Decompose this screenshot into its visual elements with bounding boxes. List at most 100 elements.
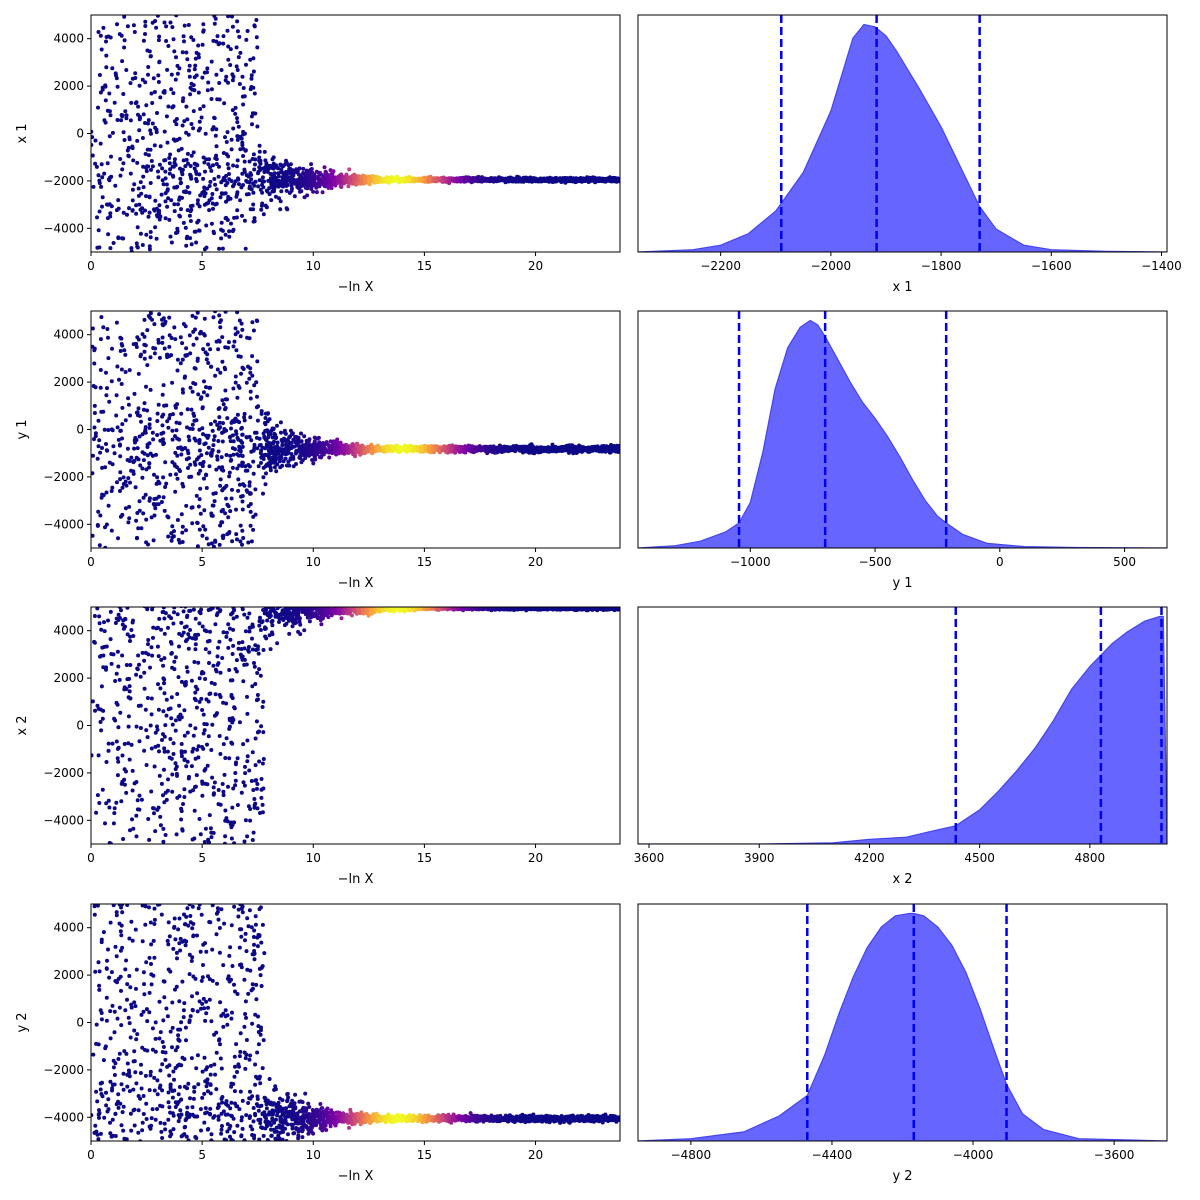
sample-point — [121, 475, 126, 480]
sample-point — [213, 202, 218, 207]
sample-point — [324, 182, 329, 187]
sample-point — [125, 212, 129, 217]
sample-point — [245, 29, 250, 33]
sample-point — [191, 342, 196, 347]
sample-point — [155, 411, 160, 416]
sample-point — [173, 337, 178, 342]
sample-point — [180, 387, 185, 392]
sample-point — [210, 127, 215, 132]
sample-point — [150, 317, 154, 322]
sample-point — [271, 166, 276, 171]
sample-point — [122, 38, 127, 43]
sample-point — [127, 135, 132, 140]
sample-point — [103, 120, 108, 125]
sample-point — [120, 436, 124, 441]
sample-point — [183, 225, 188, 230]
sample-point — [220, 520, 225, 525]
sample-point — [96, 418, 101, 423]
sample-point — [190, 203, 195, 208]
sample-point — [105, 327, 110, 331]
sample-point — [105, 386, 109, 391]
sample-point — [196, 55, 201, 60]
sample-point — [167, 171, 172, 176]
sample-point — [101, 493, 106, 498]
sample-point — [310, 458, 315, 462]
sample-point — [280, 439, 285, 444]
sample-point — [100, 465, 105, 470]
sample-point — [183, 324, 188, 329]
sample-point — [246, 540, 251, 545]
sample-point — [220, 359, 225, 364]
sample-point — [284, 176, 289, 181]
sample-point — [258, 187, 263, 192]
sample-point — [195, 544, 200, 548]
sample-point — [211, 163, 215, 168]
sample-point — [168, 20, 173, 25]
sample-point — [186, 23, 191, 27]
sample-point — [225, 28, 230, 33]
sample-point — [163, 216, 168, 221]
sample-point — [168, 472, 173, 477]
sample-point — [133, 485, 138, 490]
sample-point — [545, 179, 550, 184]
sample-point — [175, 230, 180, 235]
sample-point — [109, 489, 114, 493]
sample-point — [339, 448, 344, 453]
sample-point — [209, 513, 214, 518]
sample-point — [217, 415, 222, 420]
sample-point — [104, 65, 109, 70]
sample-point — [238, 523, 243, 528]
sample-point — [312, 455, 317, 460]
sample-point — [228, 509, 233, 514]
sample-point — [218, 477, 223, 482]
sample-point — [367, 179, 372, 184]
sample-point — [331, 175, 335, 180]
sample-point — [134, 455, 139, 460]
sample-point — [247, 480, 252, 485]
sample-point — [188, 164, 193, 168]
sample-point — [152, 497, 157, 501]
sample-point — [221, 402, 226, 407]
sample-point — [114, 413, 119, 418]
sample-point — [228, 453, 233, 458]
sample-point — [165, 140, 170, 145]
sample-point — [238, 539, 243, 544]
sample-point — [274, 181, 279, 186]
sample-point — [91, 384, 96, 388]
sample-point — [181, 220, 186, 225]
sample-point — [167, 344, 172, 349]
sample-point — [165, 187, 170, 192]
sample-point — [143, 24, 148, 28]
sample-point — [166, 425, 171, 430]
sample-point — [315, 436, 319, 441]
sample-point — [243, 148, 248, 153]
sample-point — [240, 528, 245, 533]
sample-point — [251, 56, 256, 61]
sample-point — [201, 104, 206, 109]
sample-point — [532, 179, 537, 183]
sample-point — [248, 370, 253, 375]
sample-point — [131, 23, 136, 28]
sample-point — [153, 225, 158, 230]
sample-point — [166, 44, 171, 48]
sample-point — [307, 453, 311, 458]
sample-point — [284, 183, 289, 188]
sample-point — [179, 169, 184, 174]
sample-point — [248, 389, 253, 394]
sample-point — [201, 432, 205, 437]
sample-point — [539, 178, 544, 183]
sample-point — [355, 449, 360, 454]
trace-x1-ytick-label: 2000 — [53, 79, 84, 93]
sample-point — [248, 207, 253, 212]
sample-point — [153, 198, 158, 203]
sample-point — [233, 374, 238, 379]
sample-point — [107, 134, 112, 139]
sample-point — [121, 92, 126, 96]
sample-point — [223, 183, 228, 188]
sample-point — [231, 163, 236, 168]
sample-point — [312, 179, 317, 184]
sample-point — [260, 190, 265, 195]
sample-point — [235, 134, 240, 139]
sample-point — [315, 449, 320, 454]
